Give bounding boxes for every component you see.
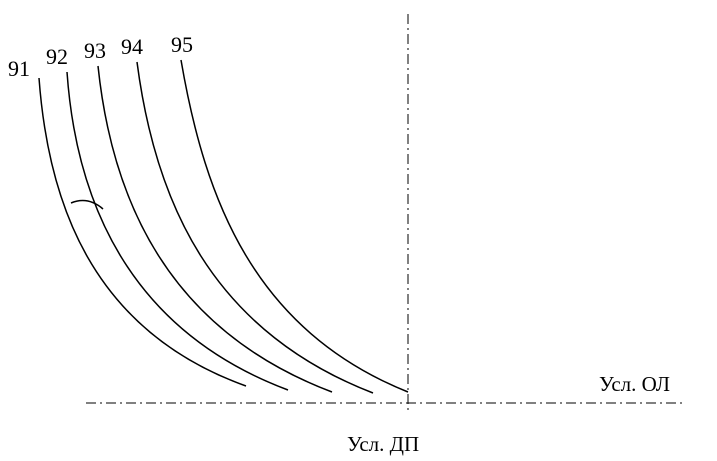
curve-label-94: 94 (121, 34, 143, 59)
vertical-axis-label: Усл. ДП (347, 432, 419, 456)
angle-arc-marker (70, 199, 104, 210)
curve-label-95: 95 (171, 32, 193, 57)
curve-94 (136, 61, 374, 394)
curve-label-93: 93 (84, 38, 106, 63)
curve-91 (38, 77, 247, 387)
curve-label-92: 92 (46, 44, 68, 69)
curve-92 (66, 71, 289, 391)
curve-label-91: 91 (8, 56, 30, 81)
curve-95 (180, 59, 409, 393)
horizontal-axis-label: Усл. ОЛ (599, 372, 670, 396)
curve-93 (97, 65, 333, 393)
